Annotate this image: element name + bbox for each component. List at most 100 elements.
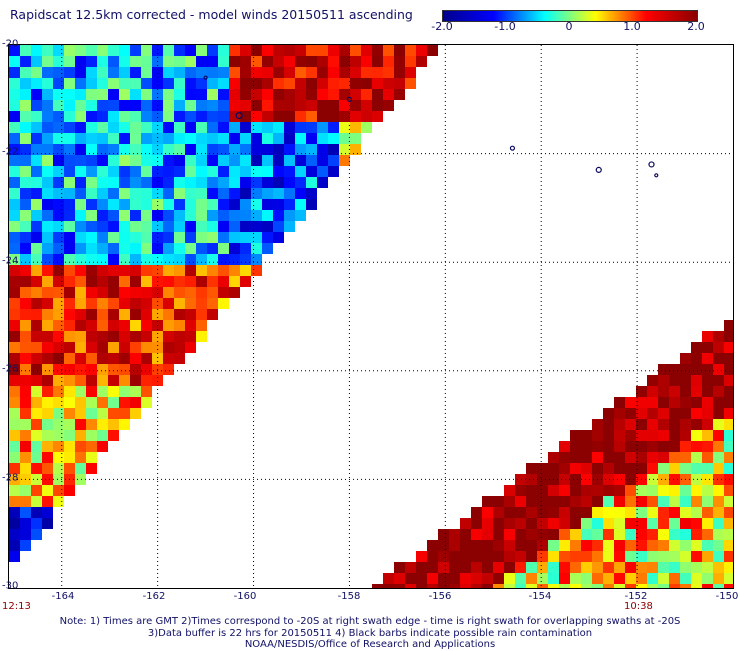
data-cell [669, 584, 680, 588]
data-cell [383, 89, 394, 100]
data-cell [152, 199, 163, 210]
data-cell [658, 496, 669, 507]
data-cell [262, 155, 273, 166]
data-cell [152, 265, 163, 276]
data-cell [240, 133, 251, 144]
data-cell [119, 298, 130, 309]
data-cell [9, 254, 20, 265]
data-cell [614, 518, 625, 529]
data-cell [724, 507, 733, 518]
data-cell [504, 507, 515, 518]
data-cell [86, 375, 97, 386]
data-cell [262, 45, 273, 56]
data-cell [185, 122, 196, 133]
data-cell [64, 122, 75, 133]
data-cell [669, 430, 680, 441]
data-cell [174, 298, 185, 309]
data-cell [548, 485, 559, 496]
data-cell [339, 111, 350, 122]
data-cell [493, 551, 504, 562]
data-cell [229, 67, 240, 78]
data-cell [31, 386, 42, 397]
data-cell [42, 133, 53, 144]
data-cell [86, 397, 97, 408]
data-cell [251, 155, 262, 166]
data-cell [306, 188, 317, 199]
data-cell [185, 320, 196, 331]
data-cell [108, 265, 119, 276]
data-cell [130, 408, 141, 419]
data-cell [185, 265, 196, 276]
data-cell [108, 89, 119, 100]
data-cell [702, 562, 713, 573]
data-cell [691, 507, 702, 518]
data-cell [9, 397, 20, 408]
data-cell [108, 243, 119, 254]
data-cell [471, 551, 482, 562]
data-cell [614, 397, 625, 408]
data-cell [130, 364, 141, 375]
data-cell [669, 452, 680, 463]
data-cell [251, 188, 262, 199]
data-cell [130, 375, 141, 386]
data-cell [31, 210, 42, 221]
data-cell [647, 540, 658, 551]
data-cell [185, 56, 196, 67]
data-cell [97, 210, 108, 221]
data-cell [53, 287, 64, 298]
data-cell [713, 452, 724, 463]
data-cell [141, 232, 152, 243]
data-cell [119, 122, 130, 133]
data-cell [691, 452, 702, 463]
data-cell [20, 210, 31, 221]
data-cell [9, 430, 20, 441]
data-cell [75, 166, 86, 177]
data-cell [647, 485, 658, 496]
data-cell [130, 45, 141, 56]
data-cell [31, 133, 42, 144]
data-cell [174, 232, 185, 243]
data-cell [460, 551, 471, 562]
data-cell [185, 342, 196, 353]
data-cell [339, 122, 350, 133]
data-cell [295, 133, 306, 144]
data-cell [702, 353, 713, 364]
data-cell [152, 353, 163, 364]
data-cell [97, 254, 108, 265]
data-cell [75, 386, 86, 397]
data-cell [658, 397, 669, 408]
data-cell [251, 111, 262, 122]
data-cell [427, 45, 438, 56]
data-cell [240, 276, 251, 287]
data-cell [383, 45, 394, 56]
data-cell [273, 221, 284, 232]
data-cell [130, 254, 141, 265]
data-cell [174, 56, 185, 67]
data-cell [86, 276, 97, 287]
data-cell [449, 540, 460, 551]
data-cell [614, 584, 625, 588]
data-cell [713, 496, 724, 507]
data-cell [97, 287, 108, 298]
data-cell [625, 507, 636, 518]
data-cell [31, 529, 42, 540]
data-cell [42, 430, 53, 441]
data-cell [64, 133, 75, 144]
data-cell [251, 100, 262, 111]
data-cell [482, 573, 493, 584]
data-cell [53, 56, 64, 67]
data-cell [306, 177, 317, 188]
data-cell [284, 78, 295, 89]
data-cell [614, 540, 625, 551]
data-cell [64, 210, 75, 221]
data-cell [130, 89, 141, 100]
data-cell [295, 188, 306, 199]
data-cell [328, 133, 339, 144]
data-cell [9, 441, 20, 452]
data-cell [97, 276, 108, 287]
lat-label: -26 [2, 363, 19, 375]
data-cell [581, 540, 592, 551]
data-cell [9, 320, 20, 331]
data-cell [9, 529, 20, 540]
data-cell [702, 331, 713, 342]
